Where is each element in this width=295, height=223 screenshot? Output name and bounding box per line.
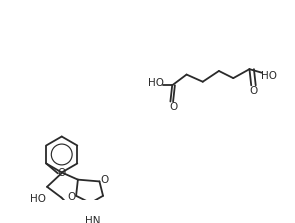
Text: O: O — [57, 168, 65, 178]
Text: O: O — [101, 175, 109, 185]
Text: O: O — [169, 102, 177, 112]
Text: O: O — [249, 86, 257, 96]
Text: HO: HO — [261, 71, 277, 81]
Text: HN: HN — [85, 216, 101, 223]
Text: HO: HO — [30, 194, 46, 204]
Text: HO: HO — [148, 78, 164, 88]
Text: O: O — [68, 192, 76, 202]
